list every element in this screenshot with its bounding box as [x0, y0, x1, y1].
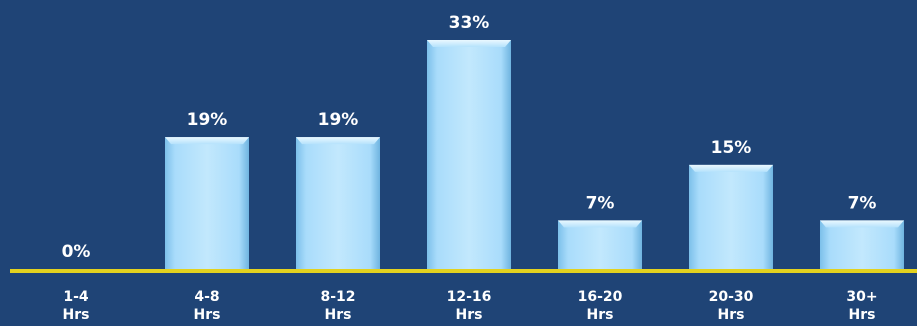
category-label-3-line-0: 12-16 [447, 289, 492, 305]
category-label-3-line-1: Hrs [456, 307, 483, 323]
category-labels-layer: 1-4 Hrs 4-8 Hrs 8-12 Hrs 12-16 Hrs 16-20 Hrs 20-30… [63, 289, 878, 323]
value-label-2: 19% [318, 110, 359, 130]
bar-6 [820, 220, 904, 269]
bar-cap-3 [427, 40, 511, 47]
bar-2 [296, 137, 380, 269]
bar-cap-4 [558, 220, 642, 228]
bar-3 [427, 40, 511, 269]
category-label-4-line-1: Hrs [587, 307, 614, 323]
category-label-6-line-1: Hrs [849, 307, 876, 323]
value-label-5: 15% [711, 138, 752, 158]
bar-1 [165, 137, 249, 269]
category-label-1-line-0: 4-8 [194, 289, 219, 305]
value-label-0: 0% [62, 242, 91, 262]
bar-5 [689, 164, 773, 269]
bars-layer [165, 40, 904, 269]
category-label-6-line-0: 30+ [846, 289, 877, 305]
category-label-5-line-0: 20-30 [709, 289, 754, 305]
category-label-0-line-1: Hrs [63, 307, 90, 323]
category-label-2-line-1: Hrs [325, 307, 352, 323]
bar-cap-6 [820, 220, 904, 228]
category-label-4-line-0: 16-20 [578, 289, 623, 305]
category-label-5-line-1: Hrs [718, 307, 745, 323]
category-label-2-line-0: 8-12 [320, 289, 355, 305]
value-labels-layer: 0% 19% 19% 33% 7% 15% 7% [62, 13, 877, 262]
value-label-3: 33% [449, 13, 490, 33]
bar-cap-2 [296, 137, 380, 145]
category-label-0-line-0: 1-4 [63, 289, 89, 305]
bar-cap-5 [689, 164, 773, 172]
category-label-1-line-1: Hrs [194, 307, 221, 323]
bar-cap-1 [165, 137, 249, 145]
bar-4 [558, 220, 642, 269]
value-label-4: 7% [586, 193, 615, 213]
value-label-6: 7% [848, 193, 877, 213]
value-label-1: 19% [187, 110, 228, 130]
